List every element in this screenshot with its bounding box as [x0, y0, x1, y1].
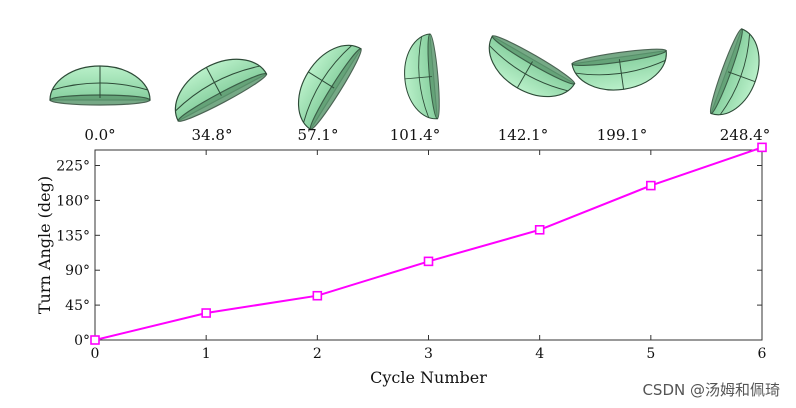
y-axis-label: Turn Angle (deg) — [35, 176, 54, 314]
shell-caption: 57.1° — [298, 126, 339, 144]
x-tick-label: 4 — [535, 346, 544, 362]
series-line-turn-angle — [94, 146, 763, 341]
y-tick-label: 45° — [65, 298, 90, 314]
data-point-marker — [646, 180, 656, 191]
x-tick-label: 5 — [646, 346, 655, 362]
y-tick-label: 180° — [56, 193, 90, 209]
shell-caption: 101.4° — [390, 126, 440, 144]
shell-caption: 199.1° — [597, 126, 647, 144]
shell-illustration — [709, 28, 760, 116]
plot-frame — [94, 149, 763, 341]
data-point-marker — [423, 256, 434, 267]
shell-caption: 142.1° — [498, 126, 548, 144]
shell-caption: 34.8° — [192, 126, 233, 144]
x-tick-label: 6 — [758, 346, 767, 362]
x-tick-label: 3 — [424, 346, 433, 362]
data-point-marker — [312, 290, 323, 301]
y-axis-ticks: 0° 45° 90° 135° 180° 225° — [56, 159, 762, 349]
shell-illustration — [488, 35, 576, 98]
x-tick-label: 1 — [202, 346, 211, 362]
x-tick-label: 0 — [91, 346, 100, 362]
shell-illustration — [571, 48, 667, 91]
y-tick-label: 0° — [74, 333, 90, 349]
shell-illustration — [174, 58, 268, 122]
shell-caption: 0.0° — [84, 126, 115, 144]
shell-illustration — [404, 33, 440, 120]
data-point-marker — [201, 308, 211, 318]
shell-caption: 248.4° — [720, 126, 770, 144]
shell-illustration — [49, 65, 151, 106]
y-tick-label: 135° — [56, 228, 90, 244]
data-point-marker — [90, 335, 100, 345]
watermark: CSDN @汤姆和佩琦 — [642, 381, 780, 399]
shell-illustration — [297, 44, 362, 131]
shell-illustrations — [49, 28, 760, 131]
x-tick-label: 2 — [313, 346, 322, 362]
series-markers — [90, 142, 767, 345]
data-point-marker — [534, 225, 545, 235]
x-axis-label: Cycle Number — [370, 368, 487, 387]
y-tick-label: 90° — [65, 263, 90, 279]
data-point-marker — [757, 142, 767, 153]
x-axis-ticks: 0 1 2 3 4 5 6 — [91, 150, 767, 362]
y-tick-label: 225° — [56, 159, 90, 175]
shell-captions: 0.0° 34.8° 57.1° 101.4° 142.1° 199.1° 248.4° — [84, 126, 770, 144]
